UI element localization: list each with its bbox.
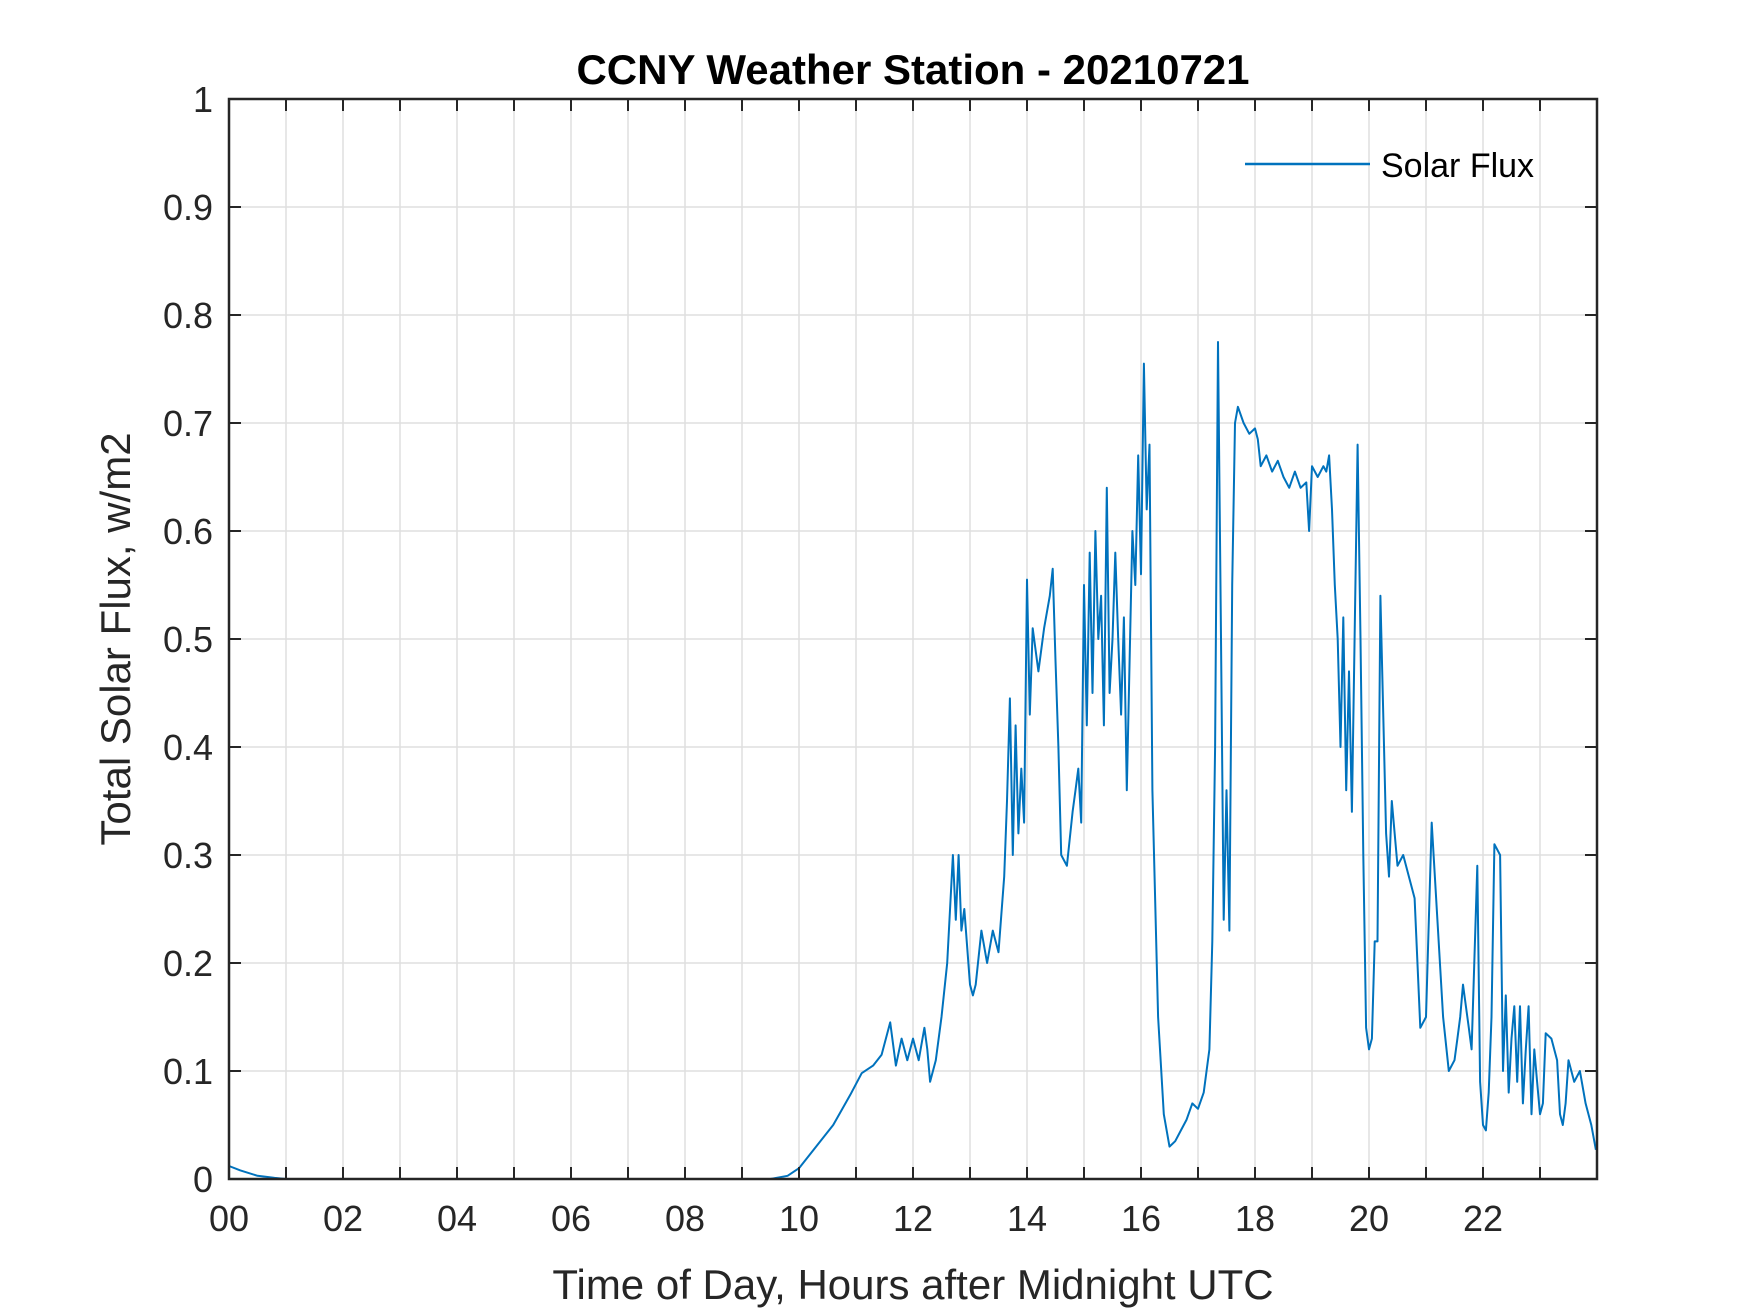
x-tick-label: 08 [665, 1198, 705, 1239]
grid [229, 99, 1597, 1179]
y-tick-label: 0.4 [163, 727, 213, 768]
y-tick-label: 0.9 [163, 187, 213, 228]
x-tick-label: 06 [551, 1198, 591, 1239]
legend: Solar Flux [1245, 147, 1534, 185]
ticks: 00 02 04 06 08 10 12 14 16 18 20 22 0 0.1 0.2 0.3 0.4 0.5… [163, 79, 1598, 1239]
x-tick-label: 16 [1121, 1198, 1161, 1239]
y-tick-label: 1 [193, 79, 213, 120]
x-tick-label: 20 [1349, 1198, 1389, 1239]
chart-title: CCNY Weather Station - 20210721 [576, 46, 1249, 93]
y-tick-label: 0.2 [163, 943, 213, 984]
x-tick-label: 04 [437, 1198, 477, 1239]
y-tick-label: 0.8 [163, 295, 213, 336]
plot-area-frame [227, 97, 1599, 1181]
x-tick-label: 10 [779, 1198, 819, 1239]
plot-series [228, 341, 1597, 1180]
x-tick-label: 22 [1463, 1198, 1503, 1239]
y-axis-label: Total Solar Flux, w/m2 [92, 432, 139, 845]
y-tick-label: 0.3 [163, 835, 213, 876]
legend-label-solar-flux: Solar Flux [1381, 147, 1534, 185]
series-line-solar-flux [228, 341, 1597, 1180]
y-tick-label: 0 [193, 1159, 213, 1200]
x-tick-label: 14 [1007, 1198, 1047, 1239]
x-tick-label: 00 [209, 1198, 249, 1239]
x-tick-label: 12 [893, 1198, 933, 1239]
x-axis-label: Time of Day, Hours after Midnight UTC [552, 1261, 1273, 1308]
y-tick-label: 0.6 [163, 511, 213, 552]
y-tick-label: 0.1 [163, 1051, 213, 1092]
y-tick-label: 0.7 [163, 403, 213, 444]
y-tick-label: 0.5 [163, 619, 213, 660]
x-tick-label: 18 [1235, 1198, 1275, 1239]
x-tick-label: 02 [323, 1198, 363, 1239]
